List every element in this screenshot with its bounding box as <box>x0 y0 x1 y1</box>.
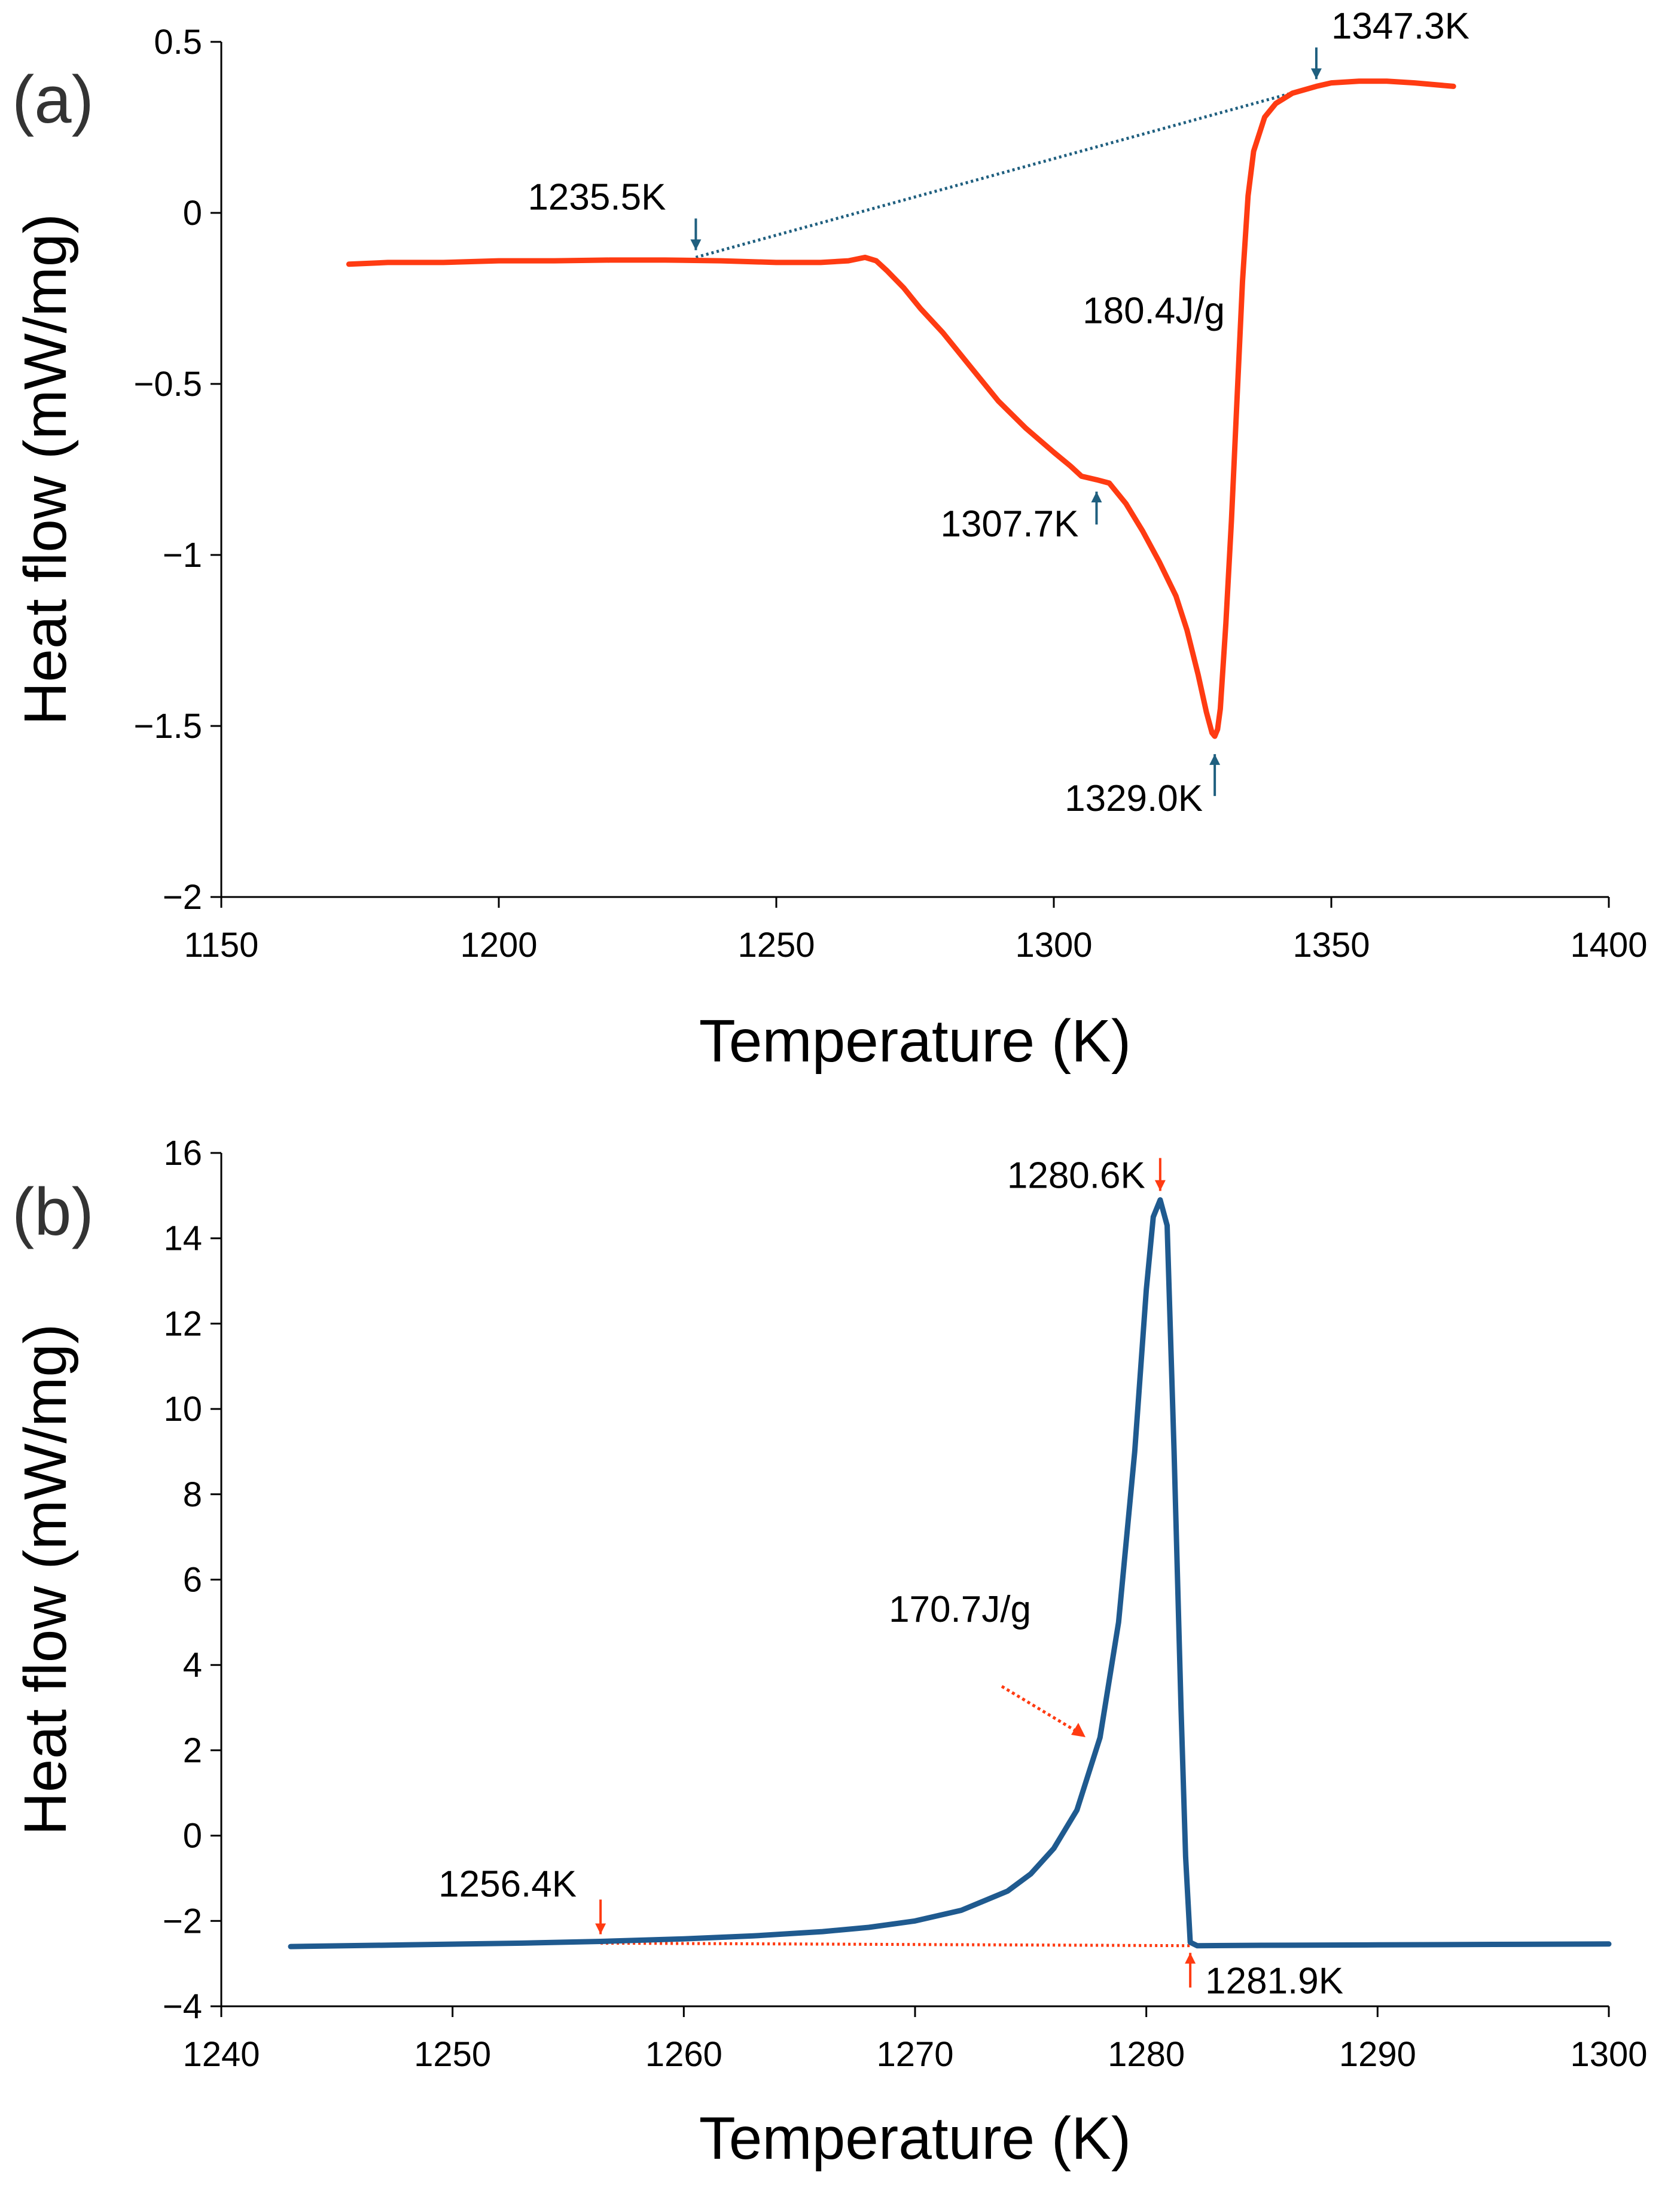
panel-a-chart: 0.5 0 −0.5 −1 −1.5 −2 1150 1200 1250 1300 1350 1400… <box>12 5 1648 1075</box>
y-axis-title: Heat flow (mW/mg) <box>12 213 79 725</box>
y-tick-label: −1.5 <box>134 707 203 746</box>
y-tick-label: 12 <box>163 1304 202 1343</box>
panel-label: (a) <box>12 62 94 137</box>
y-tick-label: 8 <box>183 1475 202 1514</box>
panel-b-chart: 16 14 12 10 8 6 4 2 0 −2 −4 1240 1250 1260 1270 1280 129… <box>12 1134 1648 2172</box>
y-tick-label: −2 <box>163 1902 202 1941</box>
y-tick-label: −1 <box>163 536 202 575</box>
y-tick-label: 0 <box>183 194 202 233</box>
annotation-label: 1329.0K <box>1065 778 1203 819</box>
y-tick-label: −0.5 <box>134 365 203 404</box>
x-axis-title: Temperature (K) <box>699 1008 1131 1075</box>
x-tick-label: 1300 <box>1015 926 1092 965</box>
y-tick-label: 16 <box>163 1134 202 1173</box>
x-tick-label: 1270 <box>876 2035 953 2074</box>
annotation-arrow-head <box>1071 1723 1086 1737</box>
x-tick-label: 1290 <box>1339 2035 1416 2074</box>
integration-baseline <box>695 84 1317 259</box>
x-tick-label: 1350 <box>1292 926 1370 965</box>
y-tick-label: 2 <box>183 1731 202 1770</box>
annotation-label: 1280.6K <box>1007 1155 1145 1196</box>
annotation-label: 1347.3K <box>1331 5 1469 47</box>
y-tick-label: 4 <box>183 1646 202 1685</box>
x-axis-title: Temperature (K) <box>699 2105 1131 2172</box>
x-tick-label: 1150 <box>184 926 259 965</box>
x-tick-label: 1400 <box>1570 926 1647 965</box>
x-tick-label: 1240 <box>182 2035 260 2074</box>
annotation-label: 1307.7K <box>940 504 1078 545</box>
y-tick-label: 14 <box>163 1219 202 1258</box>
x-tick-label: 1200 <box>460 926 537 965</box>
data-series-line <box>288 1197 1612 1949</box>
annotation-label: 170.7J/g <box>889 1589 1031 1630</box>
annotation-label: 1256.4K <box>438 1864 577 1905</box>
y-axis-title: Heat flow (mW/mg) <box>12 1324 79 1836</box>
annotation-arrow-head <box>690 239 702 251</box>
x-tick-label: 1280 <box>1108 2035 1185 2074</box>
annotation-arrow-head <box>595 1923 606 1935</box>
annotation-label: 1281.9K <box>1205 1961 1343 2002</box>
y-tick-label: −2 <box>163 878 202 917</box>
annotation-arrow-head <box>1185 1952 1196 1964</box>
integration-baseline <box>600 1941 1191 1948</box>
x-tick-label: 1250 <box>414 2035 491 2074</box>
y-tick-label: 6 <box>183 1561 202 1600</box>
x-tick-label: 1300 <box>1570 2035 1647 2074</box>
y-tick-label: 0.5 <box>154 23 202 62</box>
annotation-arrow-head <box>1154 1180 1166 1191</box>
annotation-label: 1235.5K <box>528 176 666 218</box>
x-tick-label: 1260 <box>645 2035 722 2074</box>
y-tick-label: 10 <box>163 1390 202 1429</box>
panel-label: (b) <box>12 1174 94 1249</box>
annotation-arrow-head <box>1091 492 1102 503</box>
data-series-line <box>346 78 1456 739</box>
y-tick-label: 0 <box>183 1817 202 1856</box>
annotation-arrow-shaft <box>1001 1685 1080 1734</box>
x-tick-label: 1250 <box>737 926 815 965</box>
y-tick-label: −4 <box>163 1987 202 2026</box>
annotation-arrow-head <box>1209 754 1221 765</box>
annotation-arrow-head <box>1310 68 1322 80</box>
annotation-label: 180.4J/g <box>1083 290 1225 331</box>
